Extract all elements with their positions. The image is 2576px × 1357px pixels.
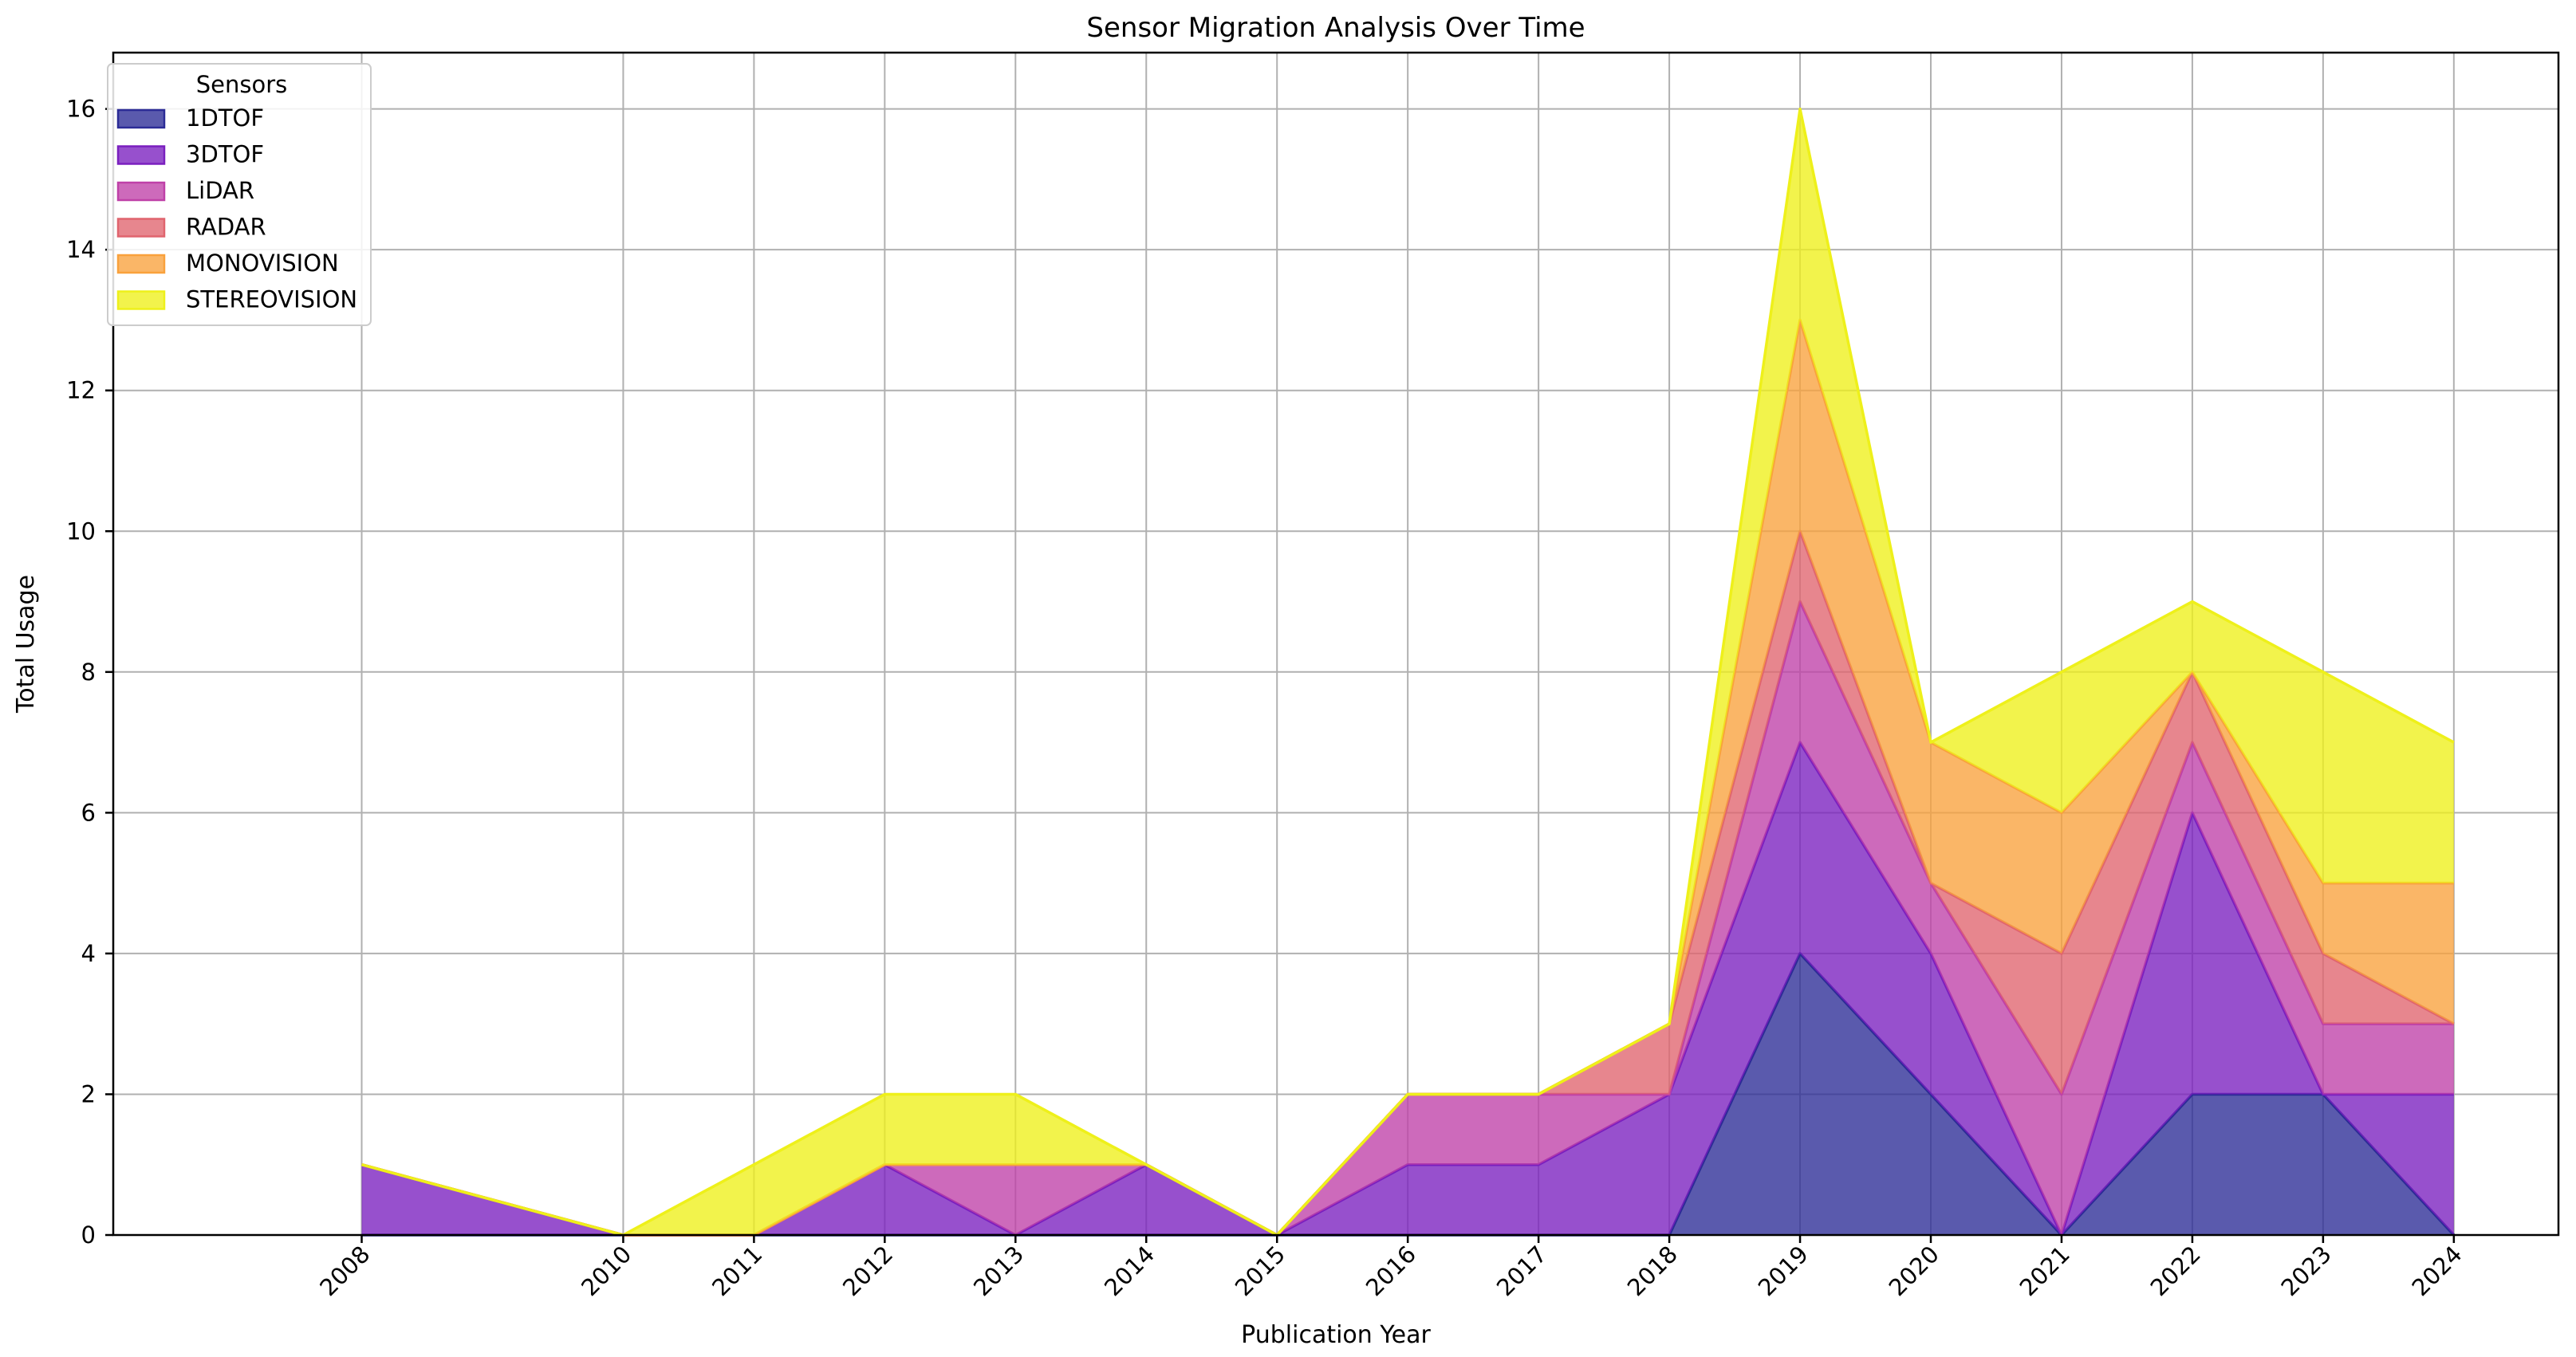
x-tick-label: 2008 <box>314 1241 375 1301</box>
legend-swatch-3dtof <box>116 145 166 165</box>
area-layer <box>361 107 2456 1237</box>
x-tick-label: 2010 <box>576 1241 636 1301</box>
legend-swatch-lidar <box>116 181 166 202</box>
x-tick-label: 2023 <box>2276 1241 2337 1301</box>
x-tick-label: 2024 <box>2407 1241 2468 1301</box>
x-tick-label: 2019 <box>1753 1241 1814 1301</box>
legend-label-lidar: LiDAR <box>186 177 254 204</box>
x-tick-label: 2018 <box>1622 1241 1683 1301</box>
legend-label-3dtof: 3DTOF <box>186 141 264 168</box>
y-tick-label: 6 <box>81 799 96 826</box>
legend-label-1dtof: 1DTOF <box>186 104 264 132</box>
legend-swatch-radar <box>116 218 166 238</box>
legend-label-radar: RADAR <box>186 214 266 241</box>
x-tick-label: 2021 <box>2015 1241 2075 1301</box>
y-tick-label: 16 <box>66 96 96 123</box>
x-tick-label: 2014 <box>1099 1241 1160 1301</box>
x-tick-label: 2016 <box>1361 1241 1421 1301</box>
legend: Sensors 1DTOF 3DTOF LiDAR RADAR MONOVISION ST… <box>107 63 372 326</box>
x-tick-label: 2013 <box>968 1241 1029 1301</box>
y-tick-label: 14 <box>66 236 96 263</box>
chart-title: Sensor Migration Analysis Over Time <box>1086 12 1585 44</box>
x-axis-title: Publication Year <box>1241 1321 1431 1349</box>
y-tick-label: 8 <box>81 659 96 686</box>
y-tick-label: 12 <box>66 377 96 404</box>
y-tick-label: 4 <box>81 940 96 967</box>
legend-title: Sensors <box>196 71 288 98</box>
x-tick-label: 2011 <box>707 1241 767 1301</box>
y-tick-label: 0 <box>81 1221 96 1249</box>
legend-swatch-stereovision <box>116 290 166 310</box>
area-edge-stereovision <box>361 107 2455 1237</box>
area-1dtof <box>361 953 2454 1235</box>
x-tick-label: 2017 <box>1491 1241 1552 1301</box>
x-tick-label: 2022 <box>2145 1241 2206 1301</box>
area-lidar <box>361 601 2454 1235</box>
legend-swatch-monovision <box>116 254 166 274</box>
y-axis-title: Total Usage <box>12 575 40 714</box>
x-tick-label: 2012 <box>837 1241 898 1301</box>
legend-label-monovision: MONOVISION <box>186 250 339 277</box>
y-tick-label: 2 <box>81 1080 96 1107</box>
legend-box <box>107 63 372 326</box>
plot-frame <box>112 51 2560 1237</box>
x-tick-label: 2015 <box>1230 1241 1290 1301</box>
x-tick-label: 2020 <box>1884 1241 1944 1301</box>
legend-label-stereovision: STEREOVISION <box>186 286 357 313</box>
y-tick-label: 10 <box>66 517 96 545</box>
legend-swatch-1dtof <box>116 108 166 129</box>
